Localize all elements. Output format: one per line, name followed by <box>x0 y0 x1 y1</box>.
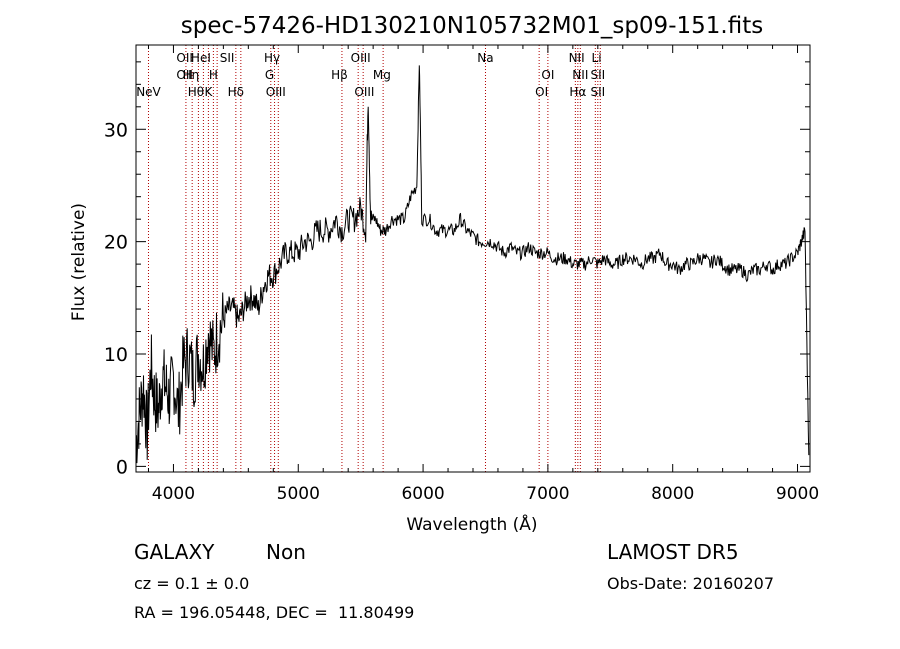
y-axis-ticks: 0 10 20 30 <box>104 61 810 478</box>
x-tick-label: 5000 <box>277 484 320 504</box>
line-marker-label: OII <box>176 51 193 65</box>
chart-title: spec-57426-HD130210N105732M01_sp09-151.f… <box>181 13 763 39</box>
y-tick-label: 20 <box>104 232 128 254</box>
line-marker-label: Hγ <box>264 51 280 65</box>
y-tick-label: 30 <box>104 119 128 141</box>
line-marker-label: Na <box>477 51 493 65</box>
line-marker-label: G <box>265 68 274 82</box>
line-marker-label: OII <box>176 68 193 82</box>
line-marker-label: Hδ <box>228 85 244 99</box>
obs-date: Obs-Date: 20160207 <box>607 574 775 593</box>
y-axis-label: Flux (relative) <box>69 203 89 321</box>
line-marker-label: H <box>209 68 218 82</box>
line-marker-label: NII <box>572 68 588 82</box>
line-marker-label: OI <box>535 85 548 99</box>
x-tick-label: 8000 <box>651 484 694 504</box>
line-marker-labels: NeVOIIOIIHηHθHeIHKSIIHδHγGOIIIHβOIIIOIII… <box>136 51 605 99</box>
y-tick-label: 10 <box>104 344 128 366</box>
spectrum-line <box>135 65 810 464</box>
survey-name: LAMOST DR5 <box>607 540 739 564</box>
line-marker-label: Mg <box>373 68 391 82</box>
line-marker-label: HeI <box>191 51 211 65</box>
line-marker-label: Hα <box>569 85 586 99</box>
line-marker-label: NeV <box>136 85 161 99</box>
coordinates: RA = 196.05448, DEC = 11.80499 <box>134 603 415 622</box>
x-tick-label: 7000 <box>526 484 569 504</box>
line-marker-label: OIII <box>266 85 286 99</box>
line-marker-lines <box>147 45 601 472</box>
x-tick-label: 4000 <box>152 484 195 504</box>
x-tick-label: 9000 <box>776 484 819 504</box>
line-marker-label: Hθ <box>188 85 204 99</box>
line-marker-label: K <box>204 85 213 99</box>
line-marker-label: SII <box>220 51 235 65</box>
y-tick-label: 0 <box>116 456 128 478</box>
object-class: GALAXY <box>134 540 215 564</box>
line-marker-label: Li <box>592 51 602 65</box>
x-tick-label: 6000 <box>401 484 444 504</box>
line-marker-label: OI <box>541 68 554 82</box>
redshift-cz: cz = 0.1 ± 0.0 <box>134 574 250 593</box>
line-marker-label: NII <box>569 51 585 65</box>
line-marker-label: OIII <box>351 51 371 65</box>
line-marker-label: SII <box>590 68 605 82</box>
line-marker-label: SII <box>590 85 605 99</box>
line-marker-label: Hη <box>183 68 200 82</box>
line-marker-label: OIII <box>354 85 374 99</box>
x-axis-label: Wavelength (Å) <box>406 513 537 535</box>
line-marker-label: Hβ <box>331 68 348 82</box>
x-axis-ticks: 4000 5000 6000 7000 8000 9000 <box>147 45 819 504</box>
object-subclass: Non <box>266 540 306 564</box>
